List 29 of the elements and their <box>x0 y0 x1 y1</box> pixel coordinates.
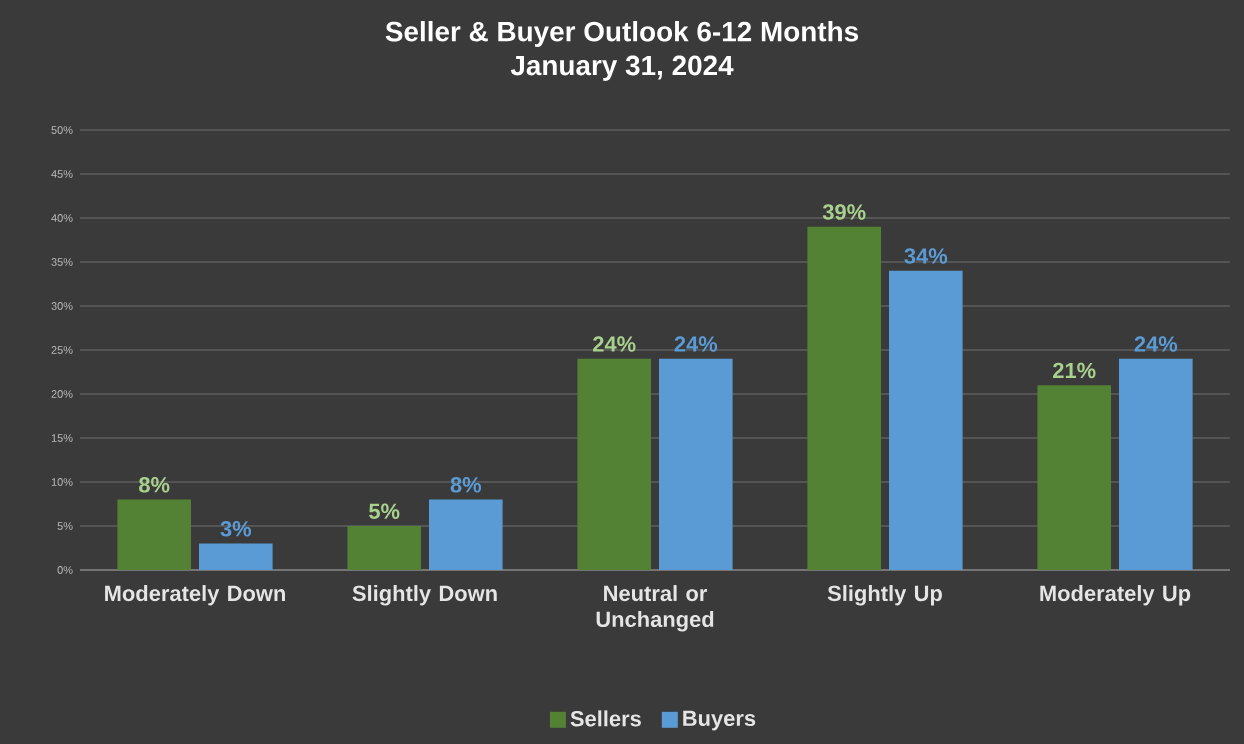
x-tick-label: Neutral or Unchanged <box>596 585 714 632</box>
x-tick-label: Slightly Up <box>827 585 942 606</box>
bar <box>347 526 422 570</box>
data-label: 34% <box>904 248 948 264</box>
x-tick-label: Moderately Down <box>105 585 285 606</box>
bar <box>659 358 733 570</box>
x-tick-label: Slightly Down <box>352 585 497 606</box>
bar <box>117 499 191 570</box>
chart-title: Seller & Buyer Outlook 6-12 Months <box>385 21 859 48</box>
chart-subtitle: January 31, 2024 <box>510 55 734 81</box>
bar <box>429 499 503 570</box>
bar <box>1037 385 1112 570</box>
data-label: 21% <box>1053 362 1096 379</box>
data-label: 5% <box>369 503 400 519</box>
data-label: 24% <box>593 336 636 352</box>
data-label: 39% <box>822 204 866 220</box>
bar <box>889 270 963 570</box>
data-label: 24% <box>1134 336 1178 352</box>
legend-label: Sellers <box>570 710 641 727</box>
bar <box>577 358 652 570</box>
data-label: 8% <box>450 477 482 493</box>
data-label: 8% <box>139 477 170 493</box>
bar <box>1119 358 1193 570</box>
data-label: 24% <box>674 336 718 352</box>
bar <box>199 543 273 570</box>
bar <box>807 226 882 570</box>
data-label: 3% <box>220 521 252 537</box>
x-tick-label: Moderately Up <box>1040 585 1191 606</box>
legend-label: Buyers <box>683 710 756 731</box>
